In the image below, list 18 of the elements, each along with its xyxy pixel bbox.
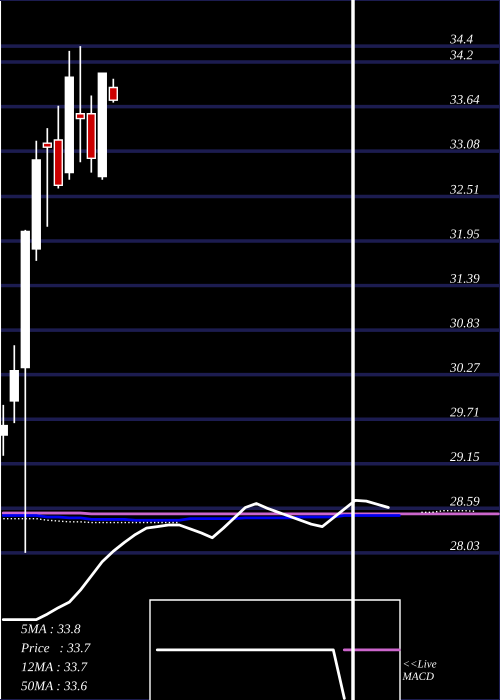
annotation: 5MA : 33.8 — [21, 624, 80, 634]
y-tick-label: 31.39 — [450, 274, 480, 283]
annotation: 12MA : 33.7 — [21, 662, 88, 672]
y-tick-label: 28.03 — [450, 541, 480, 550]
y-tick-label: 33.08 — [450, 140, 480, 149]
y-tick-label: 29.15 — [450, 452, 480, 462]
annotation: Price : 33.7 — [20, 643, 91, 652]
y-tick-label: 30.27 — [450, 363, 480, 372]
y-tick-label: 34.2 — [450, 50, 473, 60]
y-tick-label: 29.71 — [450, 408, 478, 417]
y-tick-label: 33.64 — [450, 95, 480, 104]
y-tick-label: 30.83 — [450, 318, 480, 328]
y-tick-label: 31.95 — [450, 229, 480, 238]
annotation: <<Live MACD — [402, 660, 436, 680]
y-tick-label: 34.4 — [450, 34, 473, 44]
annotation: 50MA : 33.6 — [21, 681, 88, 690]
y-tick-label: 28.59 — [450, 496, 480, 506]
y-tick-label: 32.51 — [450, 184, 478, 194]
